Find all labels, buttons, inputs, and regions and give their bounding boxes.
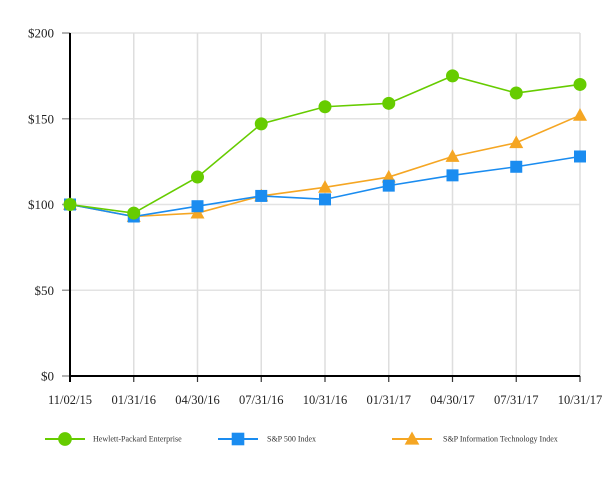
y-tick-label: $0 <box>41 369 54 384</box>
triangle-marker-icon <box>404 431 420 445</box>
x-tick-label: 04/30/16 <box>175 393 219 407</box>
triangle-marker-icon <box>509 135 524 149</box>
legend-item: S&P Information Technology Index <box>392 431 558 445</box>
x-axis-labels: 11/02/15 01/31/16 04/30/16 07/31/16 10/31/16… <box>48 393 602 407</box>
y-tick-label: $200 <box>28 26 54 41</box>
triangle-marker-icon <box>381 169 396 183</box>
triangle-marker-icon <box>573 108 587 121</box>
x-tick-label: 10/31/16 <box>303 393 347 407</box>
x-tick-label: 04/30/17 <box>430 393 474 407</box>
x-tick-label: 07/31/16 <box>239 393 283 407</box>
x-tick-label: 10/31/17 <box>558 393 602 407</box>
circle-marker-icon <box>127 206 141 220</box>
circle-marker-icon <box>191 170 204 184</box>
x-tick-label: 07/31/17 <box>494 393 538 407</box>
legend-item: Hewlett-Packard Enterprise <box>45 432 182 446</box>
x-tick-label: 01/31/17 <box>367 393 411 407</box>
circle-marker-icon <box>58 432 72 446</box>
legend-label: S&P 500 Index <box>267 435 316 444</box>
legend-label: S&P Information Technology Index <box>443 435 558 444</box>
circle-marker-icon <box>509 86 523 100</box>
square-marker-icon <box>191 200 204 213</box>
y-axis-labels: $0 $50 $100 $150 $200 <box>28 26 54 384</box>
square-marker-icon <box>574 150 586 163</box>
square-marker-icon <box>319 193 331 206</box>
square-marker-icon <box>255 189 268 202</box>
y-tick-label: $100 <box>28 197 54 212</box>
triangle-marker-icon <box>318 180 332 193</box>
series-hewlett-packard-enterprise <box>63 69 587 220</box>
axes <box>62 32 581 382</box>
x-tick-label: 01/31/16 <box>112 393 156 407</box>
square-marker-icon <box>382 179 395 192</box>
legend-label: Hewlett-Packard Enterprise <box>93 435 182 444</box>
legend-item: S&P 500 Index <box>218 432 316 446</box>
square-marker-icon <box>231 432 245 446</box>
circle-marker-icon <box>318 100 332 114</box>
square-marker-icon <box>510 160 523 173</box>
series-layer <box>63 69 587 223</box>
y-tick-label: $150 <box>28 111 54 126</box>
circle-marker-icon <box>446 69 459 83</box>
x-tick-label: 11/02/15 <box>48 393 92 407</box>
y-tick-label: $50 <box>35 283 55 298</box>
triangle-marker-icon <box>445 149 460 162</box>
circle-marker-icon <box>573 77 587 91</box>
legend: Hewlett-Packard Enterprise S&P 500 Index S… <box>45 431 558 446</box>
circle-marker-icon <box>254 117 268 131</box>
circle-marker-icon <box>382 96 396 110</box>
square-marker-icon <box>446 169 459 182</box>
circle-marker-icon <box>63 198 77 211</box>
